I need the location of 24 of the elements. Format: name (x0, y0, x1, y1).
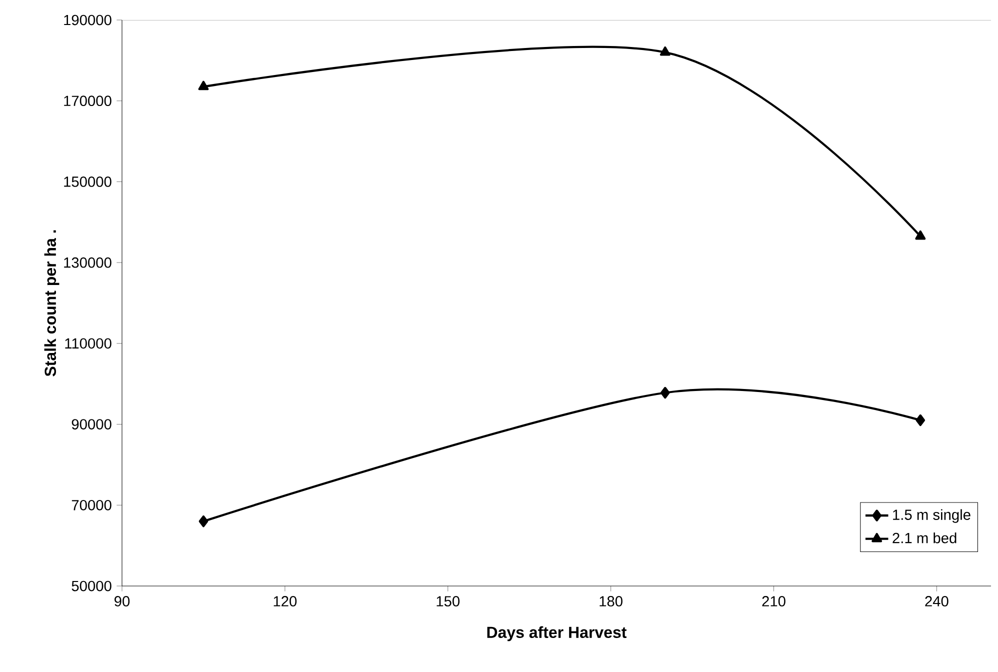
y-tick-label: 130000 (64, 257, 112, 268)
x-tick-label: 90 (114, 596, 130, 606)
x-tick-label: 150 (436, 596, 460, 606)
y-tick-label: 90000 (72, 419, 112, 430)
y-axis-title: Stalk count per ha . (44, 230, 60, 376)
point (198, 80, 209, 90)
x-tick-label: 240 (925, 596, 948, 606)
y-tick-label: 150000 (64, 176, 112, 187)
point (916, 414, 926, 426)
x-tick-label: 120 (274, 596, 297, 606)
legend-label: 2.1 m bed (892, 532, 956, 544)
x-tick-label: 210 (762, 596, 786, 606)
y-tick-label: 170000 (64, 96, 112, 106)
y-tick-label: 50000 (72, 580, 112, 592)
point (660, 386, 670, 399)
point (915, 230, 926, 240)
y-tick-label: 110000 (65, 338, 112, 349)
legend-label: 1.5 m single (893, 509, 970, 523)
y-tick-label: 190000 (64, 14, 112, 26)
x-tick-label: 180 (600, 596, 622, 606)
y-tick-label: 70000 (72, 500, 112, 510)
point (198, 515, 208, 528)
point (660, 46, 670, 56)
x-axis-title: Days after Harvest (487, 626, 627, 642)
